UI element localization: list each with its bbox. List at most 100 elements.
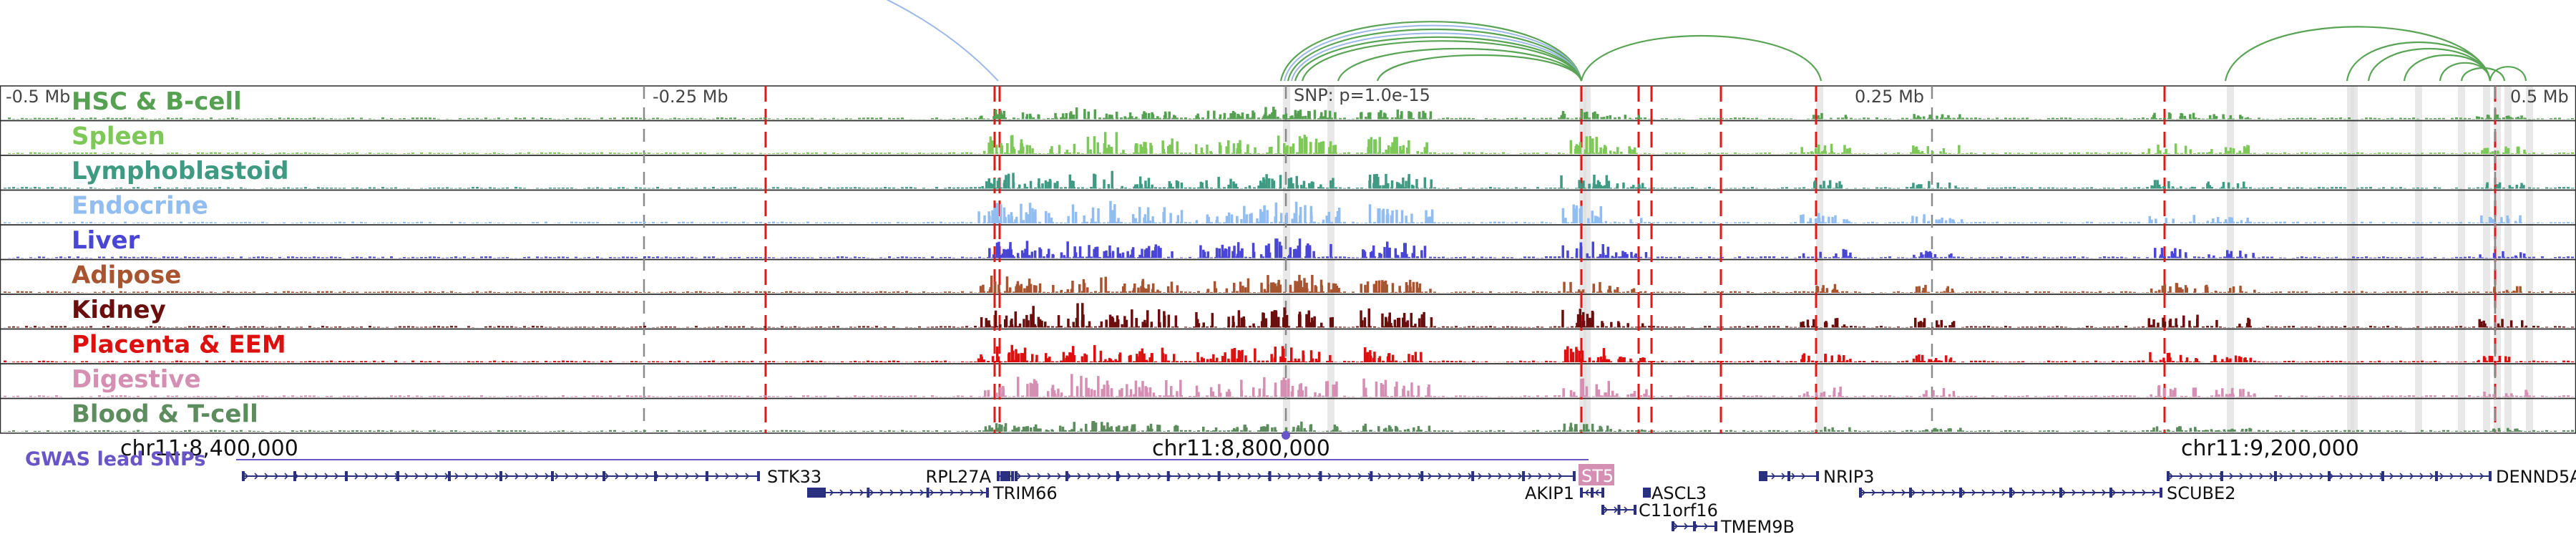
signal-bar bbox=[1327, 211, 1331, 223]
signal-bar bbox=[1593, 174, 1596, 189]
signal-bar bbox=[1768, 117, 1771, 120]
signal-bar bbox=[776, 118, 779, 120]
signal-bar bbox=[2239, 286, 2242, 293]
signal-bar bbox=[2296, 257, 2299, 258]
signal-bar bbox=[1122, 286, 1125, 293]
signal-bar bbox=[2146, 257, 2149, 258]
signal-bar bbox=[201, 326, 204, 328]
signal-bar bbox=[2468, 118, 2471, 120]
signal-bar bbox=[98, 256, 101, 258]
signal-bar bbox=[1790, 118, 1792, 120]
signal-bar bbox=[2086, 257, 2089, 258]
signal-bar bbox=[2021, 256, 2024, 258]
signal-bar bbox=[1566, 117, 1569, 120]
signal-bar bbox=[1292, 291, 1294, 293]
signal-bar bbox=[2438, 187, 2441, 189]
signal-bar bbox=[214, 256, 217, 258]
signal-bar bbox=[738, 256, 741, 258]
signal-bar bbox=[454, 292, 457, 293]
signal-bar bbox=[2309, 153, 2312, 154]
signal-bar bbox=[2082, 291, 2084, 293]
signal-bar bbox=[944, 256, 947, 258]
signal-bar bbox=[2013, 292, 2016, 293]
signal-bar bbox=[1820, 291, 1823, 293]
signal-bar bbox=[532, 222, 535, 223]
signal-bar bbox=[1047, 291, 1050, 293]
signal-bar bbox=[1314, 285, 1317, 293]
signal-bar bbox=[85, 152, 88, 154]
signal-bar bbox=[532, 291, 535, 293]
signal-bar bbox=[1635, 292, 1638, 293]
signal-bar bbox=[98, 292, 101, 293]
signal-bar bbox=[523, 117, 526, 120]
signal-bar bbox=[1591, 138, 1594, 154]
signal-bar bbox=[1721, 291, 1724, 293]
signal-bar bbox=[836, 153, 839, 154]
signal-bar bbox=[2154, 248, 2157, 258]
signal-bar bbox=[549, 117, 552, 120]
signal-bar bbox=[1644, 222, 1646, 223]
signal-bar bbox=[553, 291, 556, 293]
signal-bar bbox=[2153, 180, 2157, 189]
signal-bar bbox=[2060, 256, 2063, 258]
signal-bar bbox=[2124, 118, 2127, 120]
signal-bar bbox=[2472, 118, 2475, 120]
signal-bar bbox=[828, 257, 831, 258]
signal-bar bbox=[2210, 292, 2213, 293]
signal-bar bbox=[1141, 279, 1145, 293]
signal-bar bbox=[2494, 222, 2497, 223]
signal-bar bbox=[2296, 187, 2299, 189]
signal-bar bbox=[1644, 291, 1647, 293]
signal-bar bbox=[914, 187, 917, 189]
signal-bar bbox=[1189, 153, 1191, 154]
signal-bar bbox=[1785, 187, 1788, 189]
signal-bar bbox=[287, 187, 290, 189]
signal-bar bbox=[1569, 140, 1573, 154]
signal-bar bbox=[1283, 143, 1286, 154]
signal-bar bbox=[1777, 188, 1780, 189]
signal-bar bbox=[1201, 117, 1204, 120]
signal-bar bbox=[373, 291, 376, 293]
signal-bar bbox=[618, 257, 620, 258]
signal-bar bbox=[2226, 255, 2230, 258]
loop-arc bbox=[1279, 21, 1583, 82]
signal-bar bbox=[1241, 112, 1244, 120]
signal-bar bbox=[742, 117, 745, 120]
signal-bar bbox=[1395, 117, 1397, 120]
signal-bar bbox=[2343, 187, 2346, 189]
signal-bar bbox=[2258, 292, 2260, 293]
signal-bar bbox=[965, 117, 968, 120]
signal-bar bbox=[1725, 188, 1728, 189]
signal-bar bbox=[1498, 221, 1501, 223]
signal-bar bbox=[51, 291, 54, 293]
signal-bar bbox=[420, 256, 423, 258]
signal-bar bbox=[2146, 118, 2149, 120]
signal-bar bbox=[1038, 178, 1040, 189]
signal-bar bbox=[1485, 153, 1488, 154]
signal-bar bbox=[287, 256, 290, 258]
signal-bar bbox=[1304, 115, 1307, 120]
signal-bar bbox=[1322, 116, 1325, 120]
signal-bar bbox=[854, 153, 857, 154]
signal-bar bbox=[1105, 250, 1108, 258]
signal-bar bbox=[257, 256, 260, 258]
signal-bar bbox=[265, 118, 268, 120]
signal-bar bbox=[1138, 207, 1141, 223]
signal-bar bbox=[2219, 152, 2222, 154]
signal-bar bbox=[1364, 284, 1367, 293]
signal-bar bbox=[1320, 112, 1323, 120]
signal-bar bbox=[1289, 147, 1292, 154]
signal-bar bbox=[1299, 280, 1302, 293]
signal-bar bbox=[81, 326, 84, 328]
signal-bar bbox=[806, 221, 809, 223]
signal-bar bbox=[446, 187, 449, 189]
signal-bar bbox=[119, 153, 122, 154]
signal-bar bbox=[948, 152, 951, 154]
signal-bar bbox=[2236, 153, 2239, 154]
signal-bar bbox=[2266, 118, 2269, 120]
signal-bar bbox=[1386, 117, 1389, 120]
signal-bar bbox=[489, 153, 492, 154]
signal-bar bbox=[1120, 153, 1123, 154]
signal-bar bbox=[300, 291, 303, 293]
signal-bar bbox=[1271, 112, 1274, 120]
